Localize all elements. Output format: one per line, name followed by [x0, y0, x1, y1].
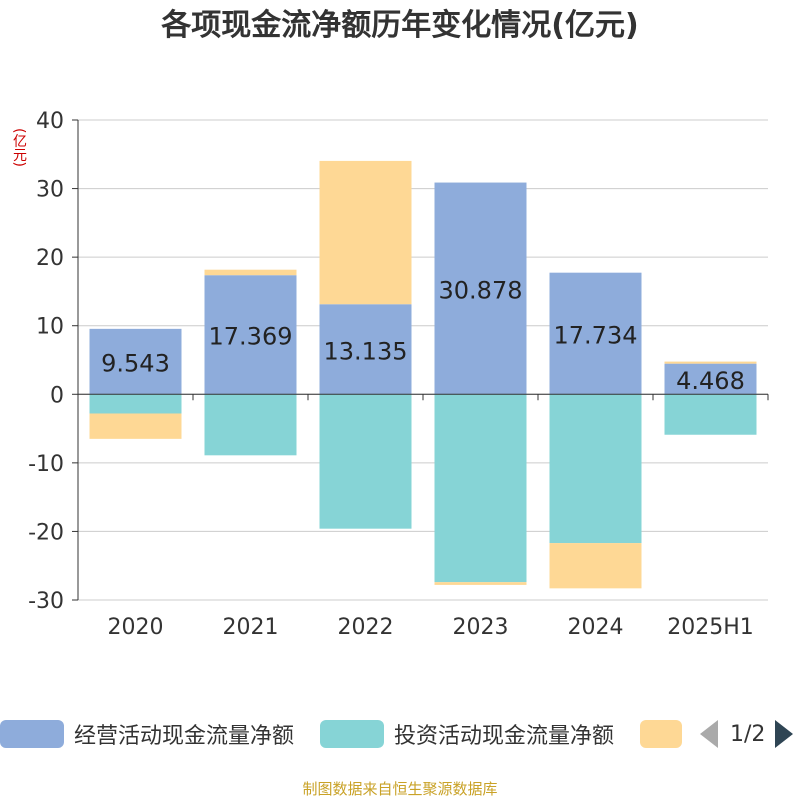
data-label: 9.543	[101, 350, 170, 378]
data-label: 13.135	[324, 337, 408, 365]
legend-swatch-operating	[0, 720, 64, 748]
bar-series-1[interactable]	[434, 394, 527, 583]
y-tick-label: 40	[36, 109, 64, 134]
bar-series-2[interactable]	[89, 413, 182, 439]
legend-label-operating: 经营活动现金流量净额	[74, 724, 295, 749]
data-label: 30.878	[439, 276, 523, 304]
bar-series-2[interactable]	[434, 582, 527, 585]
legend-swatch-investing	[320, 720, 384, 748]
data-label: 4.468	[676, 367, 745, 395]
bar-series-0[interactable]	[204, 275, 297, 395]
bar-series-0[interactable]	[434, 182, 527, 395]
bars	[89, 160, 757, 589]
legend-item-financing[interactable]	[640, 716, 692, 752]
legend: 经营活动现金流量净额 投资活动现金流量净额	[0, 716, 800, 752]
legend-label-investing: 投资活动现金流量净额	[394, 724, 615, 749]
legend-item-operating[interactable]: 经营活动现金流量净额	[0, 716, 294, 752]
data-label: 17.734	[554, 321, 638, 349]
bar-series-2[interactable]	[319, 160, 412, 305]
bar-series-1[interactable]	[204, 394, 297, 456]
x-tick-label: 2023	[453, 615, 509, 640]
bar-series-0[interactable]	[549, 272, 642, 395]
x-tick-label: 2021	[223, 615, 279, 640]
x-tick-label: 2020	[108, 615, 164, 640]
data-label: 17.369	[209, 323, 293, 351]
bar-series-1[interactable]	[664, 394, 757, 435]
bar-series-1[interactable]	[319, 394, 412, 529]
stacked-bar-chart: -30 -20 -10 0 10 20 30 40 2020 2021 2022 2023 2024 20…	[28, 109, 769, 640]
data-labels: 9.543 17.369 13.135 30.878 17.734 4.468	[101, 276, 745, 395]
bar-series-2[interactable]	[664, 361, 757, 364]
bar-series-0[interactable]	[89, 328, 182, 395]
source-footer: 制图数据来自恒生聚源数据库	[302, 780, 498, 798]
bar-series-2[interactable]	[204, 269, 297, 276]
y-tick-label: -10	[28, 452, 64, 477]
y-tick-label: 30	[36, 178, 64, 203]
bar-series-2[interactable]	[549, 543, 642, 589]
chevron-right-icon[interactable]	[775, 720, 794, 748]
y-tick-label: -20	[28, 520, 64, 545]
legend-page-indicator: 1/2	[730, 721, 766, 747]
y-tick-label: 20	[36, 246, 64, 271]
bar-series-1[interactable]	[549, 394, 642, 544]
x-tick-label: 2024	[568, 615, 624, 640]
y-tick-label: 0	[50, 383, 64, 408]
chevron-left-icon[interactable]	[700, 720, 718, 748]
y-tick-label: 10	[36, 315, 64, 340]
legend-item-investing[interactable]: 投资活动现金流量净额	[320, 716, 614, 752]
bar-series-0[interactable]	[319, 304, 412, 395]
x-tick-label: 2022	[338, 615, 394, 640]
x-tick-label: 2025H1	[667, 615, 754, 640]
legend-pager: 1/2	[700, 716, 800, 752]
legend-swatch-financing	[640, 720, 682, 748]
y-tick-label: -30	[28, 589, 64, 614]
chart-title: 各项现金流净额历年变化情况(亿元)	[161, 8, 639, 43]
bar-series-0[interactable]	[664, 363, 757, 395]
y-axis-unit: (亿元)	[11, 127, 27, 167]
axes: -30 -20 -10 0 10 20 30 40 2020 2021 2022 2023 2024 20…	[28, 109, 769, 640]
bar-series-1[interactable]	[89, 394, 182, 414]
